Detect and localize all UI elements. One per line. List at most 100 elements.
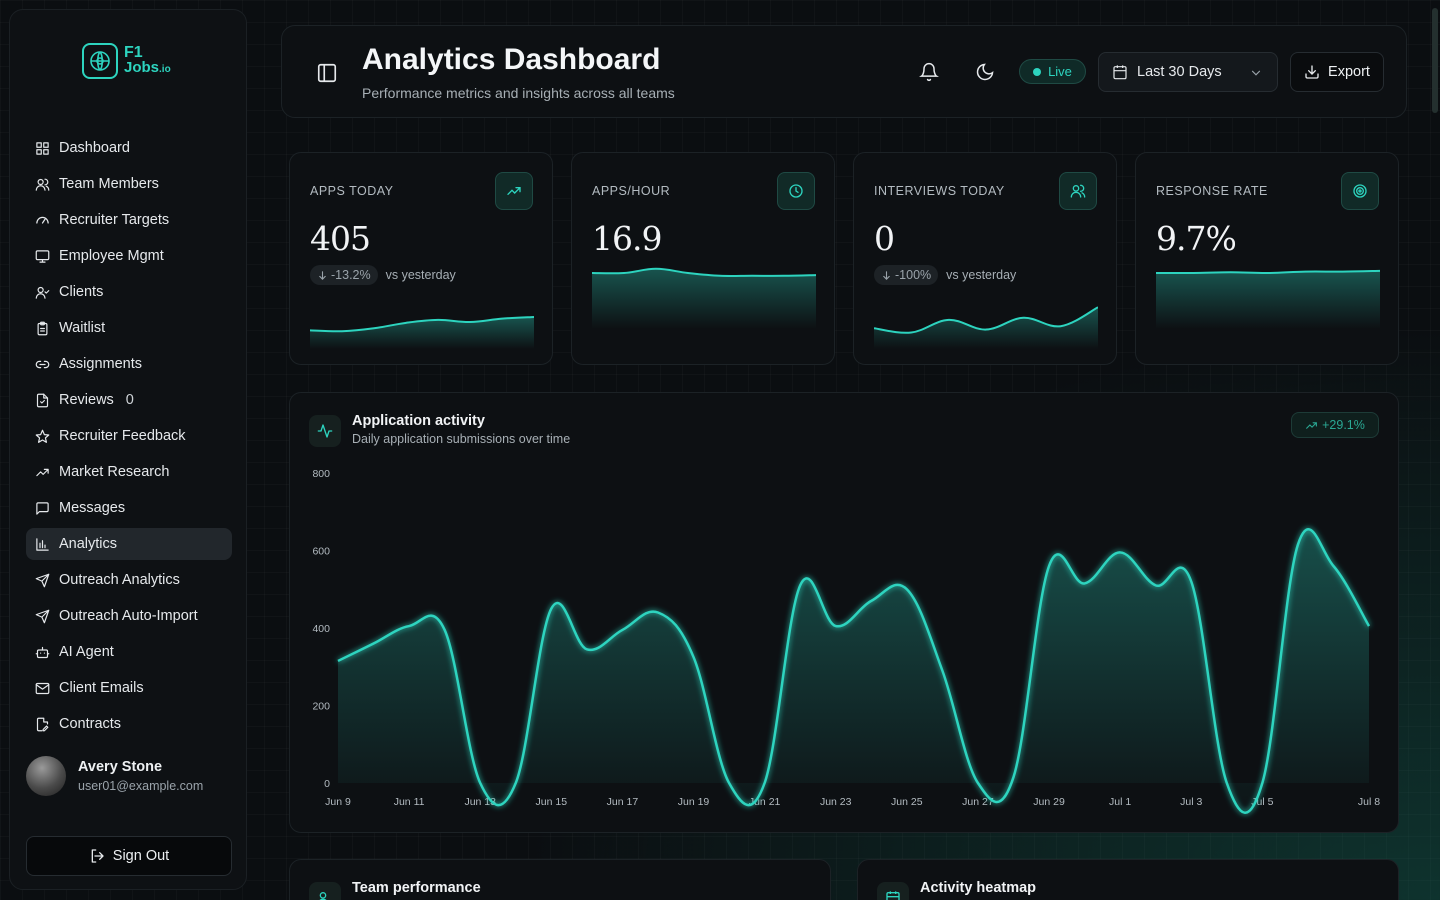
data-point[interactable] <box>723 777 735 789</box>
stat-delta-text: vs yesterday <box>385 268 456 282</box>
sidebar-item-outreach-auto-import[interactable]: Outreach Auto-Import <box>26 600 232 632</box>
x-tick-label: Jun 27 <box>962 796 994 808</box>
sidebar-item-reviews[interactable]: Reviews 0 <box>26 384 232 416</box>
gauge-icon <box>36 216 49 224</box>
arrow-down-icon <box>319 270 326 280</box>
star-icon <box>35 429 50 443</box>
data-point[interactable] <box>368 638 380 650</box>
data-point[interactable] <box>652 607 664 619</box>
brand-logo[interactable]: F1 Jobs.io <box>82 43 171 79</box>
data-point[interactable] <box>474 777 486 789</box>
user-profile[interactable]: Avery Stone user01@example.com <box>26 756 203 796</box>
x-tick-label: Jun 9 <box>325 796 351 808</box>
sidebar-item-market-research[interactable]: Market Research <box>26 456 232 488</box>
date-range-select[interactable]: Last 30 Days <box>1098 52 1278 92</box>
sidebar-toggle-button[interactable] <box>316 62 338 84</box>
sidebar-item-outreach-analytics[interactable]: Outreach Analytics <box>26 564 232 596</box>
data-point[interactable] <box>830 620 842 632</box>
activity-heatmap-panel: Activity heatmap <box>857 859 1399 900</box>
sidebar-item-analytics[interactable]: Analytics <box>26 528 232 560</box>
sidebar-item-clients[interactable]: Clients <box>26 276 232 308</box>
notifications-button[interactable] <box>919 62 939 82</box>
sparkline-response-rate <box>1156 269 1380 329</box>
panel-title: Activity heatmap <box>920 880 1037 896</box>
sign-out-button[interactable]: Sign Out <box>26 836 232 876</box>
sidebar-item-waitlist[interactable]: Waitlist <box>26 312 232 344</box>
scrollbar-thumb[interactable] <box>1432 8 1438 113</box>
data-point[interactable] <box>901 583 913 595</box>
sidebar-item-recruiter-feedback[interactable]: Recruiter Feedback <box>26 420 232 452</box>
data-point[interactable] <box>1079 577 1091 589</box>
sidebar-item-employee-mgmt[interactable]: Employee Mgmt <box>26 240 232 272</box>
stat-delta-value: -100% <box>895 268 932 282</box>
data-point[interactable] <box>1327 560 1339 572</box>
bar-chart-icon <box>36 537 49 551</box>
sidebar-item-label: Team Members <box>59 176 159 192</box>
theme-toggle-button[interactable] <box>975 62 995 82</box>
data-point[interactable] <box>581 643 593 655</box>
sidebar-item-label: Contracts <box>59 716 122 732</box>
sidebar-item-label: Market Research <box>59 464 170 480</box>
data-point[interactable] <box>1043 560 1055 572</box>
file-edit-icon <box>36 717 49 731</box>
stat-label: INTERVIEWS TODAY <box>874 184 1005 198</box>
sidebar-item-dashboard[interactable]: Dashboard <box>26 132 232 164</box>
stat-delta-text: vs yesterday <box>946 268 1017 282</box>
users-icon <box>1059 172 1097 210</box>
data-point[interactable] <box>1292 539 1304 551</box>
data-point[interactable] <box>972 777 984 789</box>
x-tick-label: Jul 8 <box>1358 796 1380 808</box>
data-point[interactable] <box>759 777 771 789</box>
sidebar-item-client-emails[interactable]: Client Emails <box>26 672 232 704</box>
data-point[interactable] <box>1185 576 1197 588</box>
data-point[interactable] <box>794 579 806 591</box>
data-point[interactable] <box>545 603 557 615</box>
data-point[interactable] <box>403 620 415 632</box>
data-point[interactable] <box>1256 777 1268 789</box>
sidebar-item-recruiter-targets[interactable]: Recruiter Targets <box>26 204 232 236</box>
clock-icon <box>777 172 815 210</box>
data-point[interactable] <box>1007 771 1019 783</box>
data-point[interactable] <box>688 651 700 663</box>
stat-card-response-rate: RESPONSE RATE 9.7% <box>1135 152 1399 365</box>
sidebar-item-messages[interactable]: Messages <box>26 492 232 524</box>
y-tick-label: 600 <box>312 546 330 558</box>
x-tick-label: Jun 11 <box>394 796 425 808</box>
data-point[interactable] <box>1363 620 1375 632</box>
sidebar-nav: Dashboard Team Members Recruiter Targets Em… <box>26 132 232 744</box>
data-point[interactable] <box>1150 579 1162 591</box>
stat-card-interviews-today: INTERVIEWS TODAY 0 -100% vs yesterday <box>853 152 1117 365</box>
logo-globe-icon <box>82 43 118 79</box>
data-point[interactable] <box>616 624 628 636</box>
export-button[interactable]: Export <box>1290 52 1384 92</box>
y-tick-label: 400 <box>312 623 330 635</box>
sidebar-item-team-members[interactable]: Team Members <box>26 168 232 200</box>
sparkline-apps-hour <box>592 267 816 329</box>
activity-line <box>337 528 1371 814</box>
data-point[interactable] <box>1114 546 1126 558</box>
message-icon <box>36 501 49 515</box>
data-point[interactable] <box>865 595 877 607</box>
data-point[interactable] <box>439 624 451 636</box>
stat-card-apps-today: APPS TODAY 405 -13.2% vs yesterday <box>289 152 553 365</box>
data-point[interactable] <box>332 655 344 667</box>
export-label: Export <box>1328 64 1370 80</box>
stat-label: APPS TODAY <box>310 184 394 198</box>
trending-up-icon <box>1306 421 1318 429</box>
sparkline-area <box>1156 270 1380 329</box>
stat-value: 0 <box>874 219 895 258</box>
sidebar-item-label: Recruiter Feedback <box>59 428 186 444</box>
panel-title: Team performance <box>352 880 481 896</box>
sidebar-item-contracts[interactable]: Contracts <box>26 708 232 740</box>
data-point[interactable] <box>1221 777 1233 789</box>
stat-card-apps-hour: APPS/HOUR 16.9 <box>571 152 835 365</box>
stat-delta-value: -13.2% <box>331 268 371 282</box>
data-point[interactable] <box>936 665 948 677</box>
x-tick-label: Jun 19 <box>678 796 710 808</box>
sparkline-area <box>592 268 816 329</box>
data-point[interactable] <box>510 777 522 789</box>
sidebar-item-assignments[interactable]: Assignments <box>26 348 232 380</box>
x-tick-label: Jul 3 <box>1180 796 1202 808</box>
page-header: Analytics Dashboard Performance metrics … <box>281 25 1407 118</box>
sidebar-item-ai-agent[interactable]: AI Agent <box>26 636 232 668</box>
